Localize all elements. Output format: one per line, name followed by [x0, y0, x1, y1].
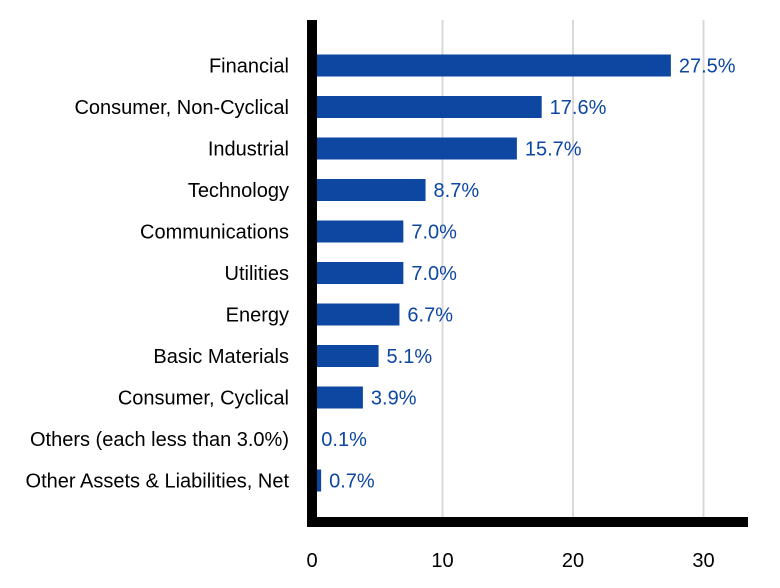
bar-6 [312, 303, 400, 326]
bar-3 [312, 179, 426, 201]
category-label: Consumer, Cyclical [118, 388, 289, 410]
x-tick-label: 0 [306, 550, 317, 572]
axes [307, 20, 748, 527]
category-label: Consumer, Non-Cyclical [74, 97, 289, 119]
y-axis-line [307, 20, 317, 527]
x-tick-label: 30 [692, 550, 714, 572]
category-label: Technology [188, 180, 289, 202]
bars [312, 54, 671, 492]
category-label: Financial [209, 56, 289, 78]
bar-1 [312, 96, 542, 118]
category-label: Other Assets & Liabilities, Net [26, 471, 290, 493]
x-tick-label: 10 [431, 550, 453, 572]
value-label: 8.7% [434, 180, 480, 202]
value-label: 3.9% [371, 388, 417, 410]
value-label: 15.7% [525, 139, 582, 161]
bar-5 [312, 262, 404, 284]
value-label: 5.1% [387, 346, 433, 368]
value-label: 0.7% [329, 471, 375, 493]
category-label: Communications [140, 222, 289, 244]
bar-8 [312, 386, 363, 409]
gridlines [441, 20, 705, 522]
bar-4 [312, 220, 404, 243]
bar-2 [312, 137, 517, 160]
bar-0 [312, 54, 671, 77]
value-label: 7.0% [411, 263, 457, 285]
x-axis-line [307, 517, 748, 527]
value-label: 6.7% [407, 305, 453, 327]
labels: Financial 27.5% Consumer, Non-Cyclical 17.6… [26, 56, 736, 573]
category-label: Utilities [225, 263, 289, 285]
category-label: Others (each less than 3.0%) [30, 429, 289, 451]
value-label: 17.6% [550, 97, 607, 119]
bar-7 [312, 345, 379, 367]
category-label: Energy [226, 305, 289, 327]
value-label: 27.5% [679, 56, 736, 78]
value-label: 7.0% [411, 222, 457, 244]
category-label: Industrial [208, 139, 289, 161]
value-label: 0.1% [321, 429, 367, 451]
category-label: Basic Materials [153, 346, 289, 368]
x-tick-label: 20 [562, 550, 584, 572]
